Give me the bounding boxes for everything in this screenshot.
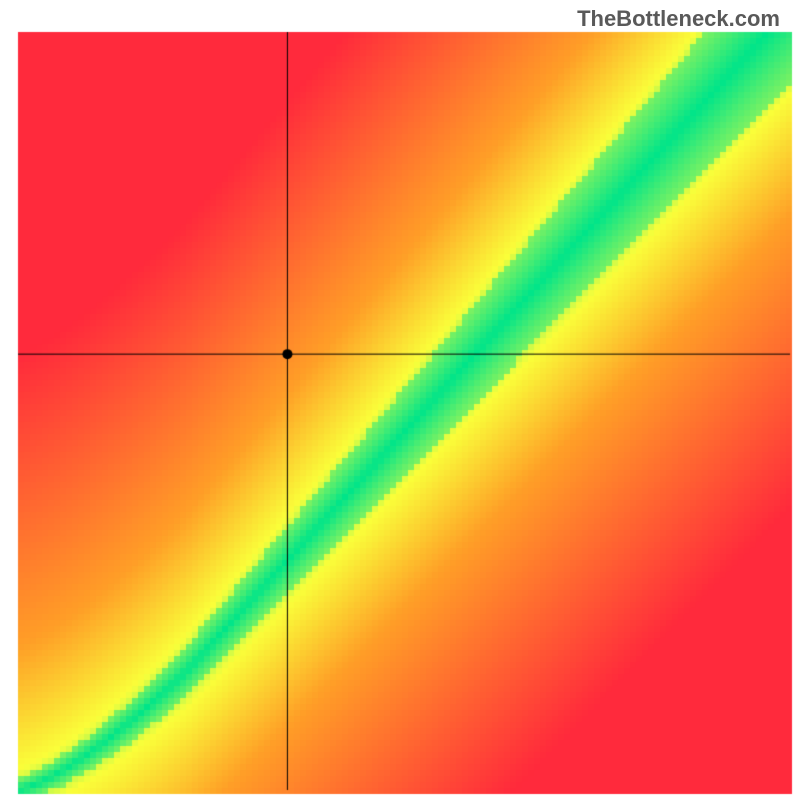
bottleneck-heatmap [0, 0, 800, 800]
attribution-label: TheBottleneck.com [577, 6, 780, 32]
chart-container: TheBottleneck.com [0, 0, 800, 800]
